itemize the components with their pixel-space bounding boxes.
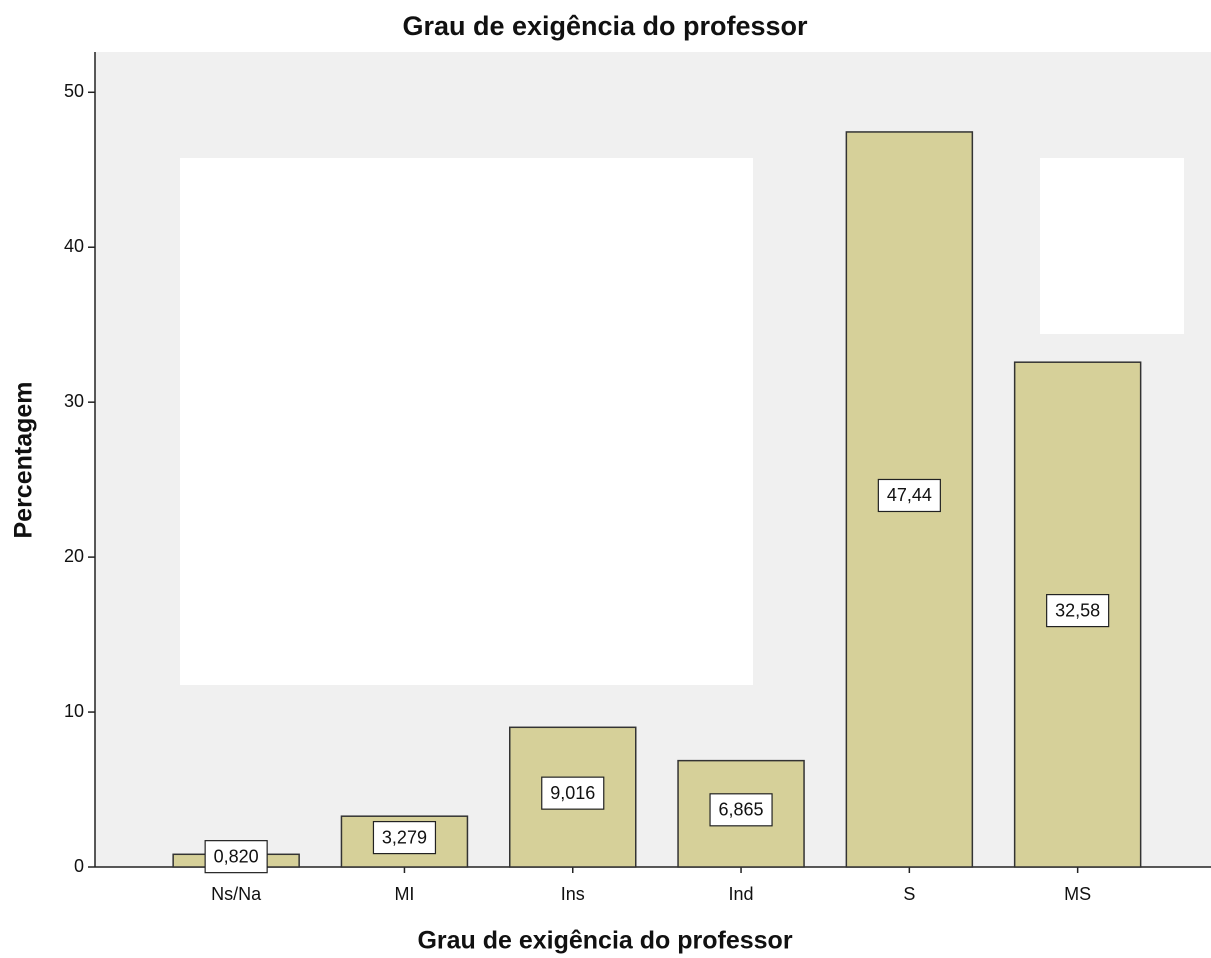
value-label: 9,016 (550, 783, 595, 803)
chart-title: Grau de exigência do professor (402, 11, 808, 41)
value-label-box (204, 840, 268, 874)
value-label: 3,279 (382, 827, 427, 847)
blank-patch (180, 158, 753, 685)
x-tick-label: S (903, 884, 915, 904)
y-tick-label: 30 (64, 391, 84, 411)
y-tick-label: 20 (64, 546, 84, 566)
x-tick-label: Ns/Na (211, 884, 262, 904)
value-label-box (877, 478, 941, 513)
y-tick-label: 10 (64, 701, 84, 721)
y-tick-label: 40 (64, 236, 84, 256)
blank-patch (1040, 158, 1184, 334)
value-label: 47,44 (887, 485, 932, 505)
y-tick-label: 0 (74, 856, 84, 876)
x-tick-label: Ins (561, 884, 585, 904)
x-axis-label: Grau de exigência do professor (417, 927, 792, 955)
value-label: 32,58 (1055, 600, 1100, 620)
y-tick-label: 50 (64, 81, 84, 101)
x-tick-label: Ind (729, 884, 754, 904)
y-axis-label: Percentagem (10, 381, 38, 538)
x-tick-label: MI (394, 884, 414, 904)
value-label-box (372, 820, 437, 855)
x-tick-label: MS (1064, 884, 1091, 904)
value-label: 6,865 (719, 800, 764, 820)
value-label-box (541, 776, 605, 810)
value-label-box (709, 793, 773, 827)
value-label: 0,820 (214, 846, 259, 866)
value-label-box (1046, 593, 1110, 628)
